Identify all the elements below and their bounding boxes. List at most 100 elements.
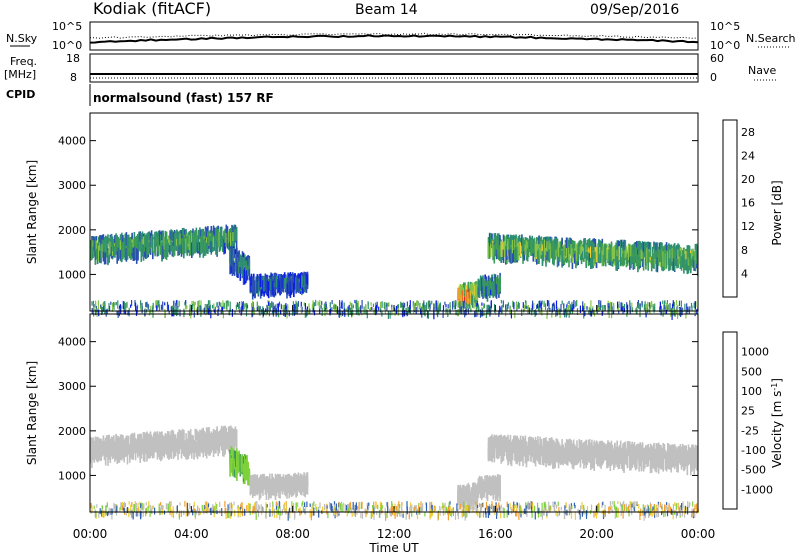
near-range-cell <box>427 310 429 319</box>
near-range-cell <box>119 304 121 309</box>
echo-cell-region-0 <box>140 246 143 262</box>
near-range-cell <box>483 310 485 316</box>
near-range-cell <box>433 310 435 320</box>
echo-cell-region-0 <box>137 439 139 455</box>
echo-cell-region-5 <box>547 449 550 464</box>
near-range-cell <box>102 305 105 312</box>
echo-cell-region-5 <box>580 244 583 257</box>
echo-cell-region-5 <box>632 452 635 465</box>
echo-cell-region-5 <box>516 246 519 261</box>
echo-cell-region-0 <box>184 235 186 248</box>
near-range-cell <box>273 305 275 313</box>
near-range-cell <box>130 304 132 308</box>
echo-cell-region-0 <box>118 246 121 259</box>
near-range-cell <box>409 304 411 313</box>
echo-cell-region-5 <box>645 244 647 259</box>
echo-cell-region-1 <box>237 251 239 264</box>
echo-cell-region-0 <box>103 448 106 461</box>
echo-cell-region-1 <box>239 259 242 274</box>
echo-cell-region-2 <box>289 276 292 286</box>
near-range-cell <box>209 300 211 305</box>
echo-cell-region-4 <box>491 484 493 495</box>
echo-cell-region-5 <box>630 256 632 269</box>
echo-cell-region-5 <box>599 453 601 467</box>
echo-cell-region-5 <box>565 445 568 460</box>
near-range-cell <box>237 303 240 309</box>
echo-cell-region-2 <box>290 475 293 484</box>
near-range-cell <box>637 300 639 305</box>
echo-cell-region-0 <box>227 239 230 250</box>
echo-cell-region-4 <box>479 487 482 499</box>
echo-cell-region-0 <box>115 433 117 448</box>
echo-cell-region-2 <box>303 480 305 497</box>
near-range-cell <box>664 305 666 311</box>
echo-cell-region-2 <box>290 477 293 492</box>
near-range-cell <box>375 306 377 313</box>
near-range-cell <box>200 305 202 312</box>
echo-cell-region-4 <box>485 485 488 499</box>
near-range-cell <box>262 306 264 313</box>
echo-cell-region-5 <box>695 259 698 269</box>
echo-cell-region-0 <box>189 439 192 454</box>
near-range-cell <box>193 302 196 311</box>
echo-cell-region-1 <box>237 261 239 275</box>
near-range-cell <box>128 307 130 317</box>
echo-cell-region-0 <box>168 444 170 460</box>
echo-cell-region-2 <box>288 277 290 292</box>
echo-cell-region-4 <box>486 285 489 302</box>
echo-cell-region-0 <box>214 236 216 251</box>
echo-cell-region-2 <box>290 281 293 291</box>
echo-cell-region-5 <box>613 453 615 467</box>
echo-cell-region-0 <box>202 436 205 449</box>
echo-cell-region-5 <box>632 256 635 270</box>
echo-cell-region-5 <box>534 241 537 250</box>
echo-cell-region-5 <box>627 244 630 261</box>
echo-cell-region-5 <box>662 442 664 459</box>
echo-cell-region-5 <box>690 253 692 267</box>
echo-cell-region-0 <box>169 235 171 251</box>
echo-cell-region-3 <box>472 295 474 308</box>
near-range-cell <box>667 304 669 311</box>
near-range-cell <box>663 304 665 310</box>
echo-cell-region-5 <box>598 444 600 453</box>
near-range-cell <box>361 300 363 309</box>
near-range-cell <box>375 302 377 310</box>
echo-cell-region-5 <box>618 448 621 463</box>
echo-cell-region-0 <box>146 448 148 462</box>
near-range-cell <box>567 305 570 312</box>
echo-cell-region-5 <box>654 448 656 457</box>
near-range-cell <box>671 311 673 320</box>
echo-cell-region-2 <box>295 277 297 292</box>
echo-cell-region-5 <box>519 242 522 257</box>
near-range-cell <box>167 304 169 310</box>
echo-cell-region-5 <box>495 446 498 459</box>
echo-cell-region-0 <box>113 244 115 258</box>
echo-cell-region-5 <box>610 242 613 256</box>
echo-cell-region-1 <box>246 256 248 265</box>
echo-cell-region-1 <box>235 254 237 265</box>
echo-cell-region-5 <box>647 241 649 255</box>
near-range-cell <box>164 302 166 306</box>
echo-cell-region-5 <box>552 252 554 263</box>
echo-cell-region-3 <box>473 285 475 294</box>
echo-cell-region-5 <box>680 248 683 259</box>
echo-cell-region-5 <box>532 438 535 454</box>
echo-cell-region-0 <box>202 242 205 258</box>
echo-cell-region-5 <box>510 441 513 453</box>
echo-cell-region-2 <box>287 281 289 294</box>
near-range-cell <box>329 302 331 308</box>
echo-cell-region-5 <box>676 255 678 269</box>
echo-cell-region-5 <box>513 249 515 262</box>
echo-cell-region-5 <box>532 449 535 461</box>
echo-cell-region-5 <box>565 245 568 258</box>
echo-cell-region-2 <box>291 278 294 288</box>
echo-cell-region-5 <box>564 244 567 256</box>
echo-cell-region-0 <box>131 433 133 449</box>
near-range-cell <box>161 304 163 309</box>
echo-cell-region-2 <box>265 277 268 292</box>
echo-cell-region-0 <box>160 439 162 450</box>
echo-cell-region-5 <box>571 240 574 251</box>
near-range-cell <box>313 302 315 307</box>
echo-cell-region-2 <box>306 476 309 488</box>
echo-cell-region-5 <box>510 248 513 263</box>
